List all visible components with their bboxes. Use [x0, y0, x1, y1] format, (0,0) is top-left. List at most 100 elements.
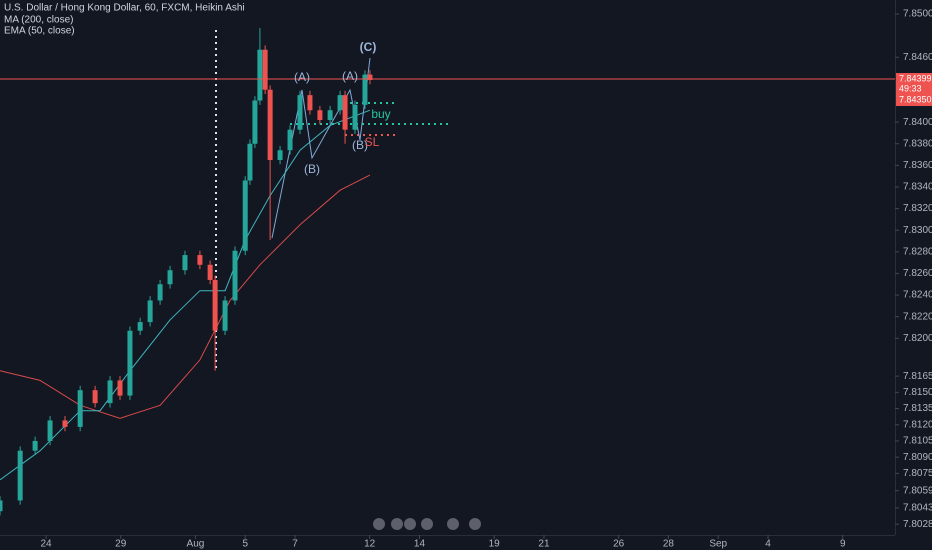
x-tick-label: 28 [663, 539, 675, 550]
candle-body [157, 284, 163, 301]
y-tick-label: 7.81350 [903, 403, 932, 414]
candle-body [197, 255, 203, 265]
candle-body [77, 390, 83, 427]
candle-body [267, 89, 273, 160]
bid-price-label: 7.84350 [899, 94, 932, 104]
x-tick-label: 21 [538, 539, 550, 550]
candle-body [212, 279, 218, 331]
candle-body [262, 49, 268, 90]
candle-body [352, 104, 358, 130]
last-price-label: 7.84399 [899, 73, 932, 83]
candle-body [167, 270, 173, 285]
x-tick-label: 12 [364, 539, 376, 550]
candle-body [127, 330, 133, 396]
annotation: buy [371, 107, 390, 121]
x-tick-label: 14 [414, 539, 426, 550]
candle-body [367, 74, 373, 80]
y-tick-label: 7.82200 [903, 311, 932, 322]
y-tick-label: 7.81650 [903, 371, 932, 382]
candle-body [137, 322, 143, 331]
x-tick-label: Aug [187, 539, 205, 550]
candle-body [92, 390, 98, 404]
y-tick-label: 7.80280 [903, 519, 932, 530]
candle-body [257, 49, 263, 101]
y-tick-label: 7.85000 [903, 9, 932, 20]
y-tick-label: 7.82000 [903, 333, 932, 344]
annotation: (B) [304, 162, 320, 176]
candle-body [207, 264, 213, 280]
y-tick-label: 7.83600 [903, 160, 932, 171]
candle-body [242, 180, 248, 251]
y-tick-label: 7.82400 [903, 290, 932, 301]
x-tick-label: 9 [840, 539, 846, 550]
annotation: (C) [360, 40, 377, 54]
candle-body [107, 380, 113, 404]
x-tick-label: 29 [115, 539, 127, 550]
x-tick-label: 4 [765, 539, 771, 550]
candle-body [0, 500, 3, 512]
y-tick-label: 7.84600 [903, 52, 932, 63]
chart-title: U.S. Dollar / Hong Kong Dollar, 60, FXCM… [4, 3, 245, 14]
candle-body [17, 450, 23, 501]
countdown: 49:33 [899, 83, 922, 93]
candle-body [32, 440, 38, 451]
y-tick-label: 7.80590 [903, 485, 932, 496]
event-icon [421, 518, 433, 530]
candle-body [147, 300, 153, 323]
y-tick-label: 7.80430 [903, 503, 932, 514]
candle-body [337, 95, 343, 111]
event-icon [469, 518, 481, 530]
y-tick-label: 7.83400 [903, 182, 932, 193]
legend-entry: EMA (50, close) [4, 26, 75, 37]
event-icon [404, 518, 416, 530]
candle-body [342, 95, 348, 130]
y-tick-label: 7.81050 [903, 436, 932, 447]
y-tick-label: 7.80900 [903, 452, 932, 463]
y-tick-label: 7.83000 [903, 225, 932, 236]
y-tick-label: 7.82800 [903, 246, 932, 257]
candle-body [362, 74, 368, 105]
y-tick-label: 7.81500 [903, 387, 932, 398]
candle-body [222, 300, 228, 331]
candle-body [307, 95, 313, 111]
marks [0, 28, 373, 516]
x-tick-label: 26 [613, 539, 625, 550]
price-badge [896, 73, 932, 96]
indicator-line [0, 174, 371, 419]
candle-body [297, 95, 303, 130]
candle-body [247, 143, 253, 181]
annotation: SL [365, 135, 380, 149]
x-tick-label: 5 [242, 539, 248, 550]
y-tick-label: 7.84000 [903, 117, 932, 128]
candle-body [252, 100, 258, 144]
y-tick-label: 7.81200 [903, 419, 932, 430]
price-badge [896, 94, 932, 107]
candle-body [317, 110, 323, 120]
event-icons [373, 518, 481, 530]
candle-body [327, 110, 333, 120]
y-tick-label: 7.82600 [903, 268, 932, 279]
x-tick-label: Sep [709, 539, 727, 550]
candle-body [47, 420, 53, 441]
annotation: (B) [352, 138, 368, 152]
candle-body [62, 420, 68, 427]
x-tick-label: 7 [292, 539, 298, 550]
candle-body [277, 150, 283, 160]
candle-body [287, 129, 293, 151]
wave-line [271, 57, 371, 239]
event-icon [447, 518, 459, 530]
event-icon [373, 518, 385, 530]
annotation: (A) [294, 70, 310, 84]
y-tick-label: 7.83200 [903, 203, 932, 214]
x-tick-label: 24 [40, 539, 52, 550]
y-tick-label: 7.83800 [903, 138, 932, 149]
candle-body [232, 250, 238, 301]
annotation: (A) [342, 69, 358, 83]
event-icon [391, 518, 403, 530]
candle-body [117, 380, 123, 396]
x-tick-label: 19 [489, 539, 501, 550]
candle-body [182, 255, 188, 271]
legend-entry: MA (200, close) [4, 15, 73, 26]
